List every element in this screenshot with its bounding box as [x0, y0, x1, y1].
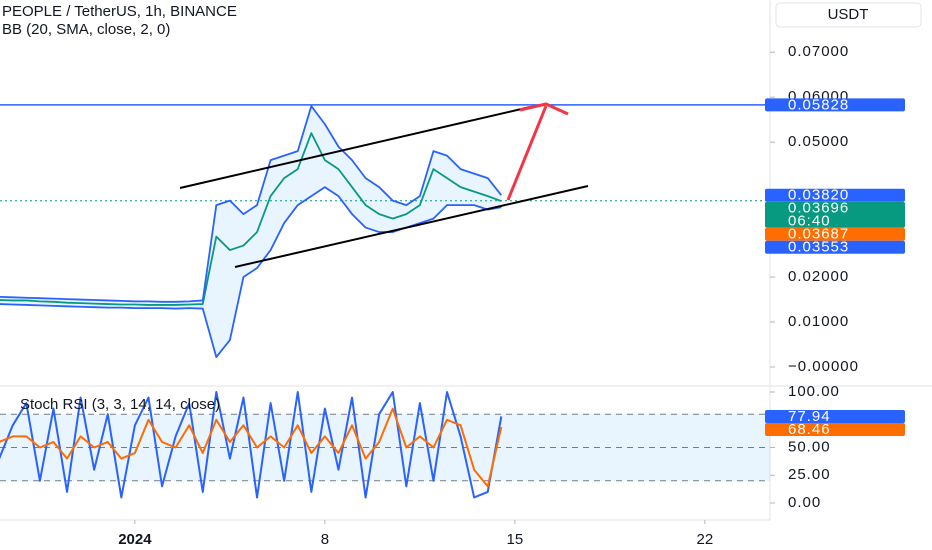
x-tick-label: 22	[697, 531, 714, 548]
x-tick-label: 2024	[118, 531, 152, 548]
price-label-box	[765, 240, 905, 254]
price-label: 0.03696	[788, 200, 849, 217]
price-label-box	[765, 201, 905, 228]
series-line	[0, 407, 503, 488]
price-label-box	[765, 98, 905, 112]
y2-tick-label: 50.00	[788, 438, 831, 455]
x-tick-label: 8	[321, 531, 329, 548]
price-countdown: 06:40	[788, 213, 831, 230]
stoch-label: 68.46	[788, 421, 831, 438]
y2-tick-label: 100.00	[788, 383, 840, 400]
y-tick-label: 0.01000	[788, 313, 849, 330]
price-label-box	[765, 227, 905, 241]
drawings	[179, 102, 589, 268]
series-line	[0, 132, 502, 306]
currency-box[interactable]	[775, 2, 922, 28]
y2-tick-label: 0.00	[788, 494, 821, 511]
price-label: 0.03820	[788, 187, 849, 204]
price-label: 0.05828	[788, 96, 849, 113]
price-label: 0.03553	[788, 239, 849, 256]
y-tick-label: 0.07000	[788, 43, 849, 60]
series-line	[0, 105, 503, 303]
chart-title: PEOPLE / TetherUS, 1h, BINANCE	[2, 3, 237, 20]
series-line	[0, 390, 503, 499]
stoch-label-box	[765, 422, 905, 436]
y-tick-label: −0.00000	[788, 358, 859, 375]
indicator-bb: BB (20, SMA, close, 2, 0)	[2, 21, 170, 38]
y-tick-label: 0.02000	[788, 268, 849, 285]
indicator-stoch: Stoch RSI (3, 3, 14, 14, close)	[20, 396, 220, 413]
y2-tick-label: 25.00	[788, 466, 831, 483]
arrow-head	[519, 102, 569, 116]
x-tick-label: 15	[507, 531, 524, 548]
y-tick-label: 0.05000	[788, 133, 849, 150]
currency: USDT	[828, 6, 869, 23]
series-line	[0, 186, 502, 359]
price-label-box	[765, 188, 905, 202]
channel-lower	[234, 185, 589, 268]
stoch-label: 77.94	[788, 408, 831, 425]
arrow-line	[506, 105, 548, 201]
channel-upper	[179, 106, 531, 189]
bb-fill	[0, 106, 502, 358]
price-label: 0.03687	[788, 226, 849, 243]
stoch-label-box	[765, 409, 905, 423]
